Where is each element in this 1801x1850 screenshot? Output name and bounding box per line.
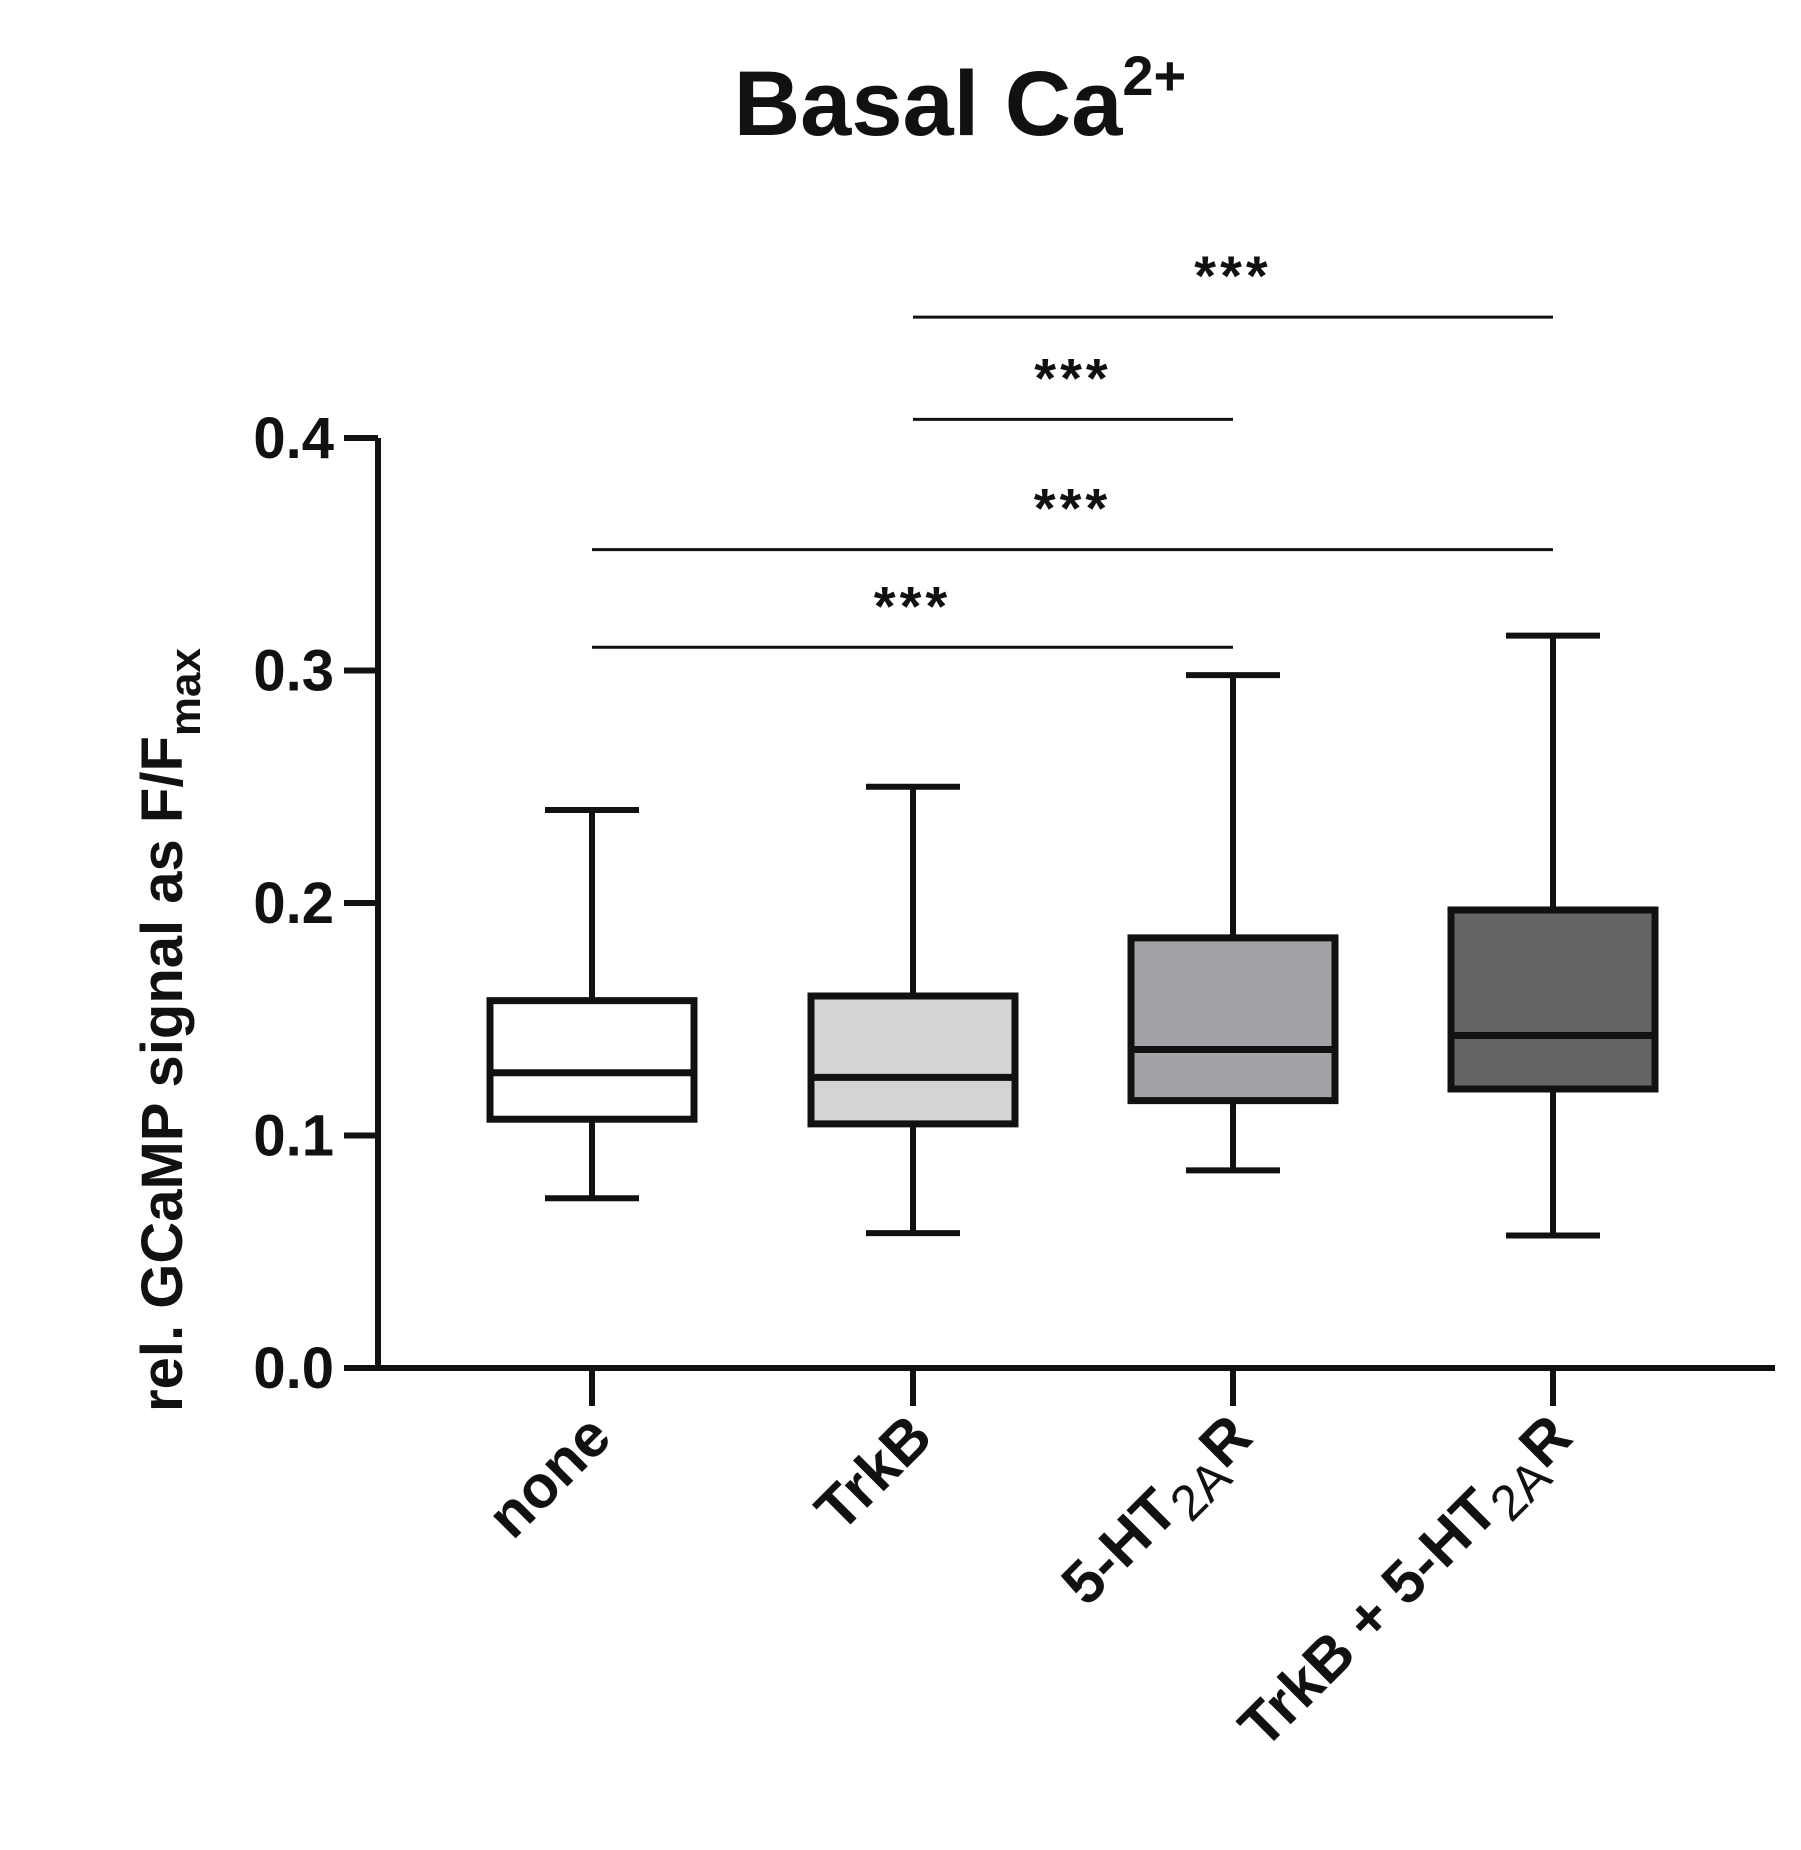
category-label-group: TrkB + 5-HT2AR: [1226, 1402, 1593, 1769]
significance-label: ***: [1194, 244, 1271, 307]
box-iqr: [1447, 906, 1659, 1093]
chart-title: Basal Ca2+: [734, 44, 1187, 155]
svg-text:rel. GCaMP signal as F/Fmax: rel. GCaMP signal as F/Fmax: [130, 648, 210, 1412]
significance-marker: ***: [592, 477, 1553, 552]
y-tick-label: 0.1: [253, 1104, 334, 1169]
box-iqr: [807, 992, 1019, 1128]
y-tick-label: 0.4: [253, 406, 334, 471]
box-iqr: [486, 997, 698, 1123]
y-tick-label: 0.0: [253, 1336, 334, 1401]
category-label: none: [474, 1402, 623, 1551]
category-label: TrkB + 5-HT2AR: [1226, 1402, 1593, 1769]
box-4: [1447, 632, 1659, 1239]
box-1: [486, 807, 698, 1202]
y-tick-label: 0.3: [253, 639, 334, 704]
y-axis-title: rel. GCaMP signal as F/Fmax: [130, 648, 210, 1412]
significance-label: ***: [1034, 477, 1111, 540]
box-3: [1127, 672, 1339, 1174]
category-label-group: none: [474, 1402, 623, 1551]
y-tick-label: 0.2: [253, 871, 334, 936]
significance-marker: ***: [913, 244, 1553, 319]
category-label-group: TrkB: [802, 1402, 944, 1544]
box-2: [807, 783, 1019, 1237]
significance-marker: ***: [913, 346, 1233, 421]
category-label: TrkB: [802, 1402, 944, 1544]
significance-marker: ***: [592, 574, 1233, 649]
box-iqr: [1127, 934, 1339, 1105]
category-label-group: 5-HT2AR: [1049, 1402, 1273, 1626]
category-label: 5-HT2AR: [1049, 1402, 1273, 1626]
significance-label: ***: [874, 574, 951, 637]
significance-label: ***: [1034, 346, 1111, 409]
